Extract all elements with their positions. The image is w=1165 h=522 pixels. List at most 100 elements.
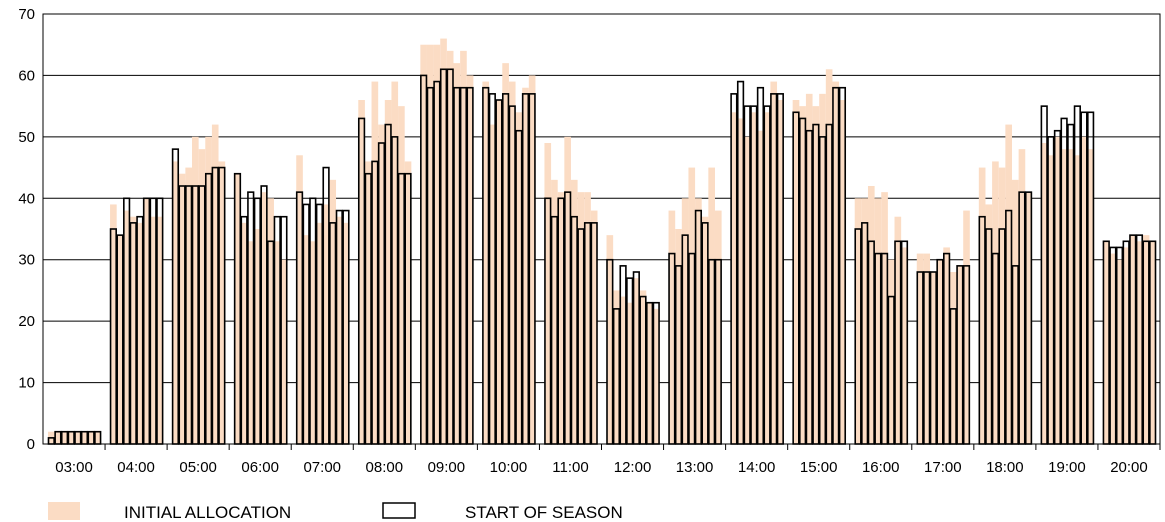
legend-label-start-of-season: START OF SEASON (465, 503, 623, 522)
initial-allocation-bar (502, 63, 509, 445)
initial-allocation-bar (81, 431, 88, 444)
initial-allocation-bar (192, 136, 199, 444)
initial-allocation-bar (453, 63, 461, 445)
y-tick-label: 20 (18, 313, 35, 330)
y-tick-label: 10 (18, 375, 35, 392)
x-tick-label: 05:00 (179, 459, 217, 476)
initial-allocation-bar (1074, 155, 1081, 445)
initial-allocation-bar (1109, 253, 1117, 444)
y-tick-label: 50 (18, 129, 35, 146)
initial-allocation-bar (923, 253, 931, 444)
initial-allocation-bar (1122, 247, 1130, 444)
initial-allocation-bar (433, 44, 441, 444)
initial-allocation-bar (839, 100, 846, 444)
x-axis-tick-labels: 03:00 04:00 05:00 06:00 07:00 08:00 09:00 10:00… (55, 444, 1161, 476)
gridlines (43, 13, 1160, 445)
initial-allocation-bar (489, 124, 496, 445)
initial-allocation-bar (584, 192, 591, 444)
initial-allocation-bar (544, 143, 552, 444)
initial-allocation-bar (67, 431, 75, 444)
initial-allocation-bar (404, 161, 412, 444)
initial-allocation-bar (590, 210, 598, 444)
initial-allocation-bar (398, 106, 405, 445)
y-axis-tick-labels: 0 10 20 30 40 50 60 70 (18, 6, 35, 453)
y-tick-label: 60 (18, 67, 35, 84)
initial-allocation-bar (799, 106, 806, 445)
initial-allocation-bar (528, 75, 536, 444)
legend: INITIAL ALLOCATION START OF SEASON (48, 502, 623, 522)
initial-allocation-bar (992, 161, 999, 444)
initial-allocation-bar (384, 100, 392, 444)
initial-allocation-bar (1080, 136, 1088, 444)
x-tick-label: 13:00 (676, 459, 714, 476)
y-tick-label: 70 (18, 6, 35, 23)
initial-allocation-bar (777, 100, 784, 444)
initial-allocation-bar (681, 198, 689, 444)
initial-allocation-bar (198, 149, 206, 444)
initial-allocation-bar (949, 272, 957, 444)
x-tick-label: 16:00 (862, 459, 900, 476)
initial-allocation-bar (1060, 149, 1068, 444)
initial-allocation-bar (695, 198, 702, 444)
x-tick-label: 20:00 (1110, 459, 1148, 476)
initial-allocation-bar (763, 112, 771, 445)
initial-allocation-bar (874, 198, 882, 444)
initial-allocation-bar (652, 308, 660, 444)
initial-allocation-bar (1047, 155, 1055, 445)
initial-allocation-bar (74, 431, 82, 444)
initial-allocation-bar (930, 272, 937, 444)
initial-allocation-bar (861, 198, 868, 444)
initial-allocation-bar (894, 216, 902, 444)
initial-allocation-bar (750, 112, 758, 445)
initial-allocation-bar (54, 431, 62, 444)
initial-allocation-bar (302, 235, 310, 444)
legend-label-initial-allocation: INITIAL ALLOCATION (124, 503, 291, 522)
initial-allocation-bar (613, 290, 620, 444)
initial-allocation-bar (1054, 136, 1061, 444)
x-tick-label: 04:00 (117, 459, 155, 476)
initial-allocation-bar (110, 204, 117, 444)
initial-allocation-bar (916, 253, 924, 444)
initial-allocation-bar (136, 222, 144, 444)
initial-allocation-bar (129, 216, 137, 444)
initial-allocation-bar (963, 210, 970, 444)
initial-allocation-bar (675, 229, 682, 444)
initial-allocation-bar (714, 210, 722, 444)
initial-allocation-bar (564, 136, 571, 444)
initial-allocation-bar (273, 241, 281, 444)
initial-allocation-bar (668, 210, 676, 444)
initial-allocation-bar (737, 118, 744, 444)
initial-allocation-bar (1149, 241, 1156, 444)
initial-allocation-bar (342, 222, 350, 444)
initial-allocation-bar (336, 216, 343, 444)
initial-allocation-bar (626, 302, 634, 444)
initial-allocation-bar (280, 259, 288, 444)
initial-allocation-bars (48, 38, 1156, 445)
initial-allocation-bar (260, 192, 268, 444)
y-tick-label: 40 (18, 190, 35, 207)
initial-allocation-bar (1136, 241, 1143, 444)
initial-allocation-bar (178, 173, 186, 444)
initial-allocation-bar (633, 278, 640, 444)
initial-allocation-bar (391, 81, 399, 445)
initial-allocation-bar (1067, 149, 1075, 444)
initial-allocation-bar (522, 87, 529, 444)
initial-allocation-bar (881, 192, 888, 444)
initial-allocation-bar (730, 112, 738, 445)
initial-allocation-bar (156, 216, 164, 444)
initial-allocation-bar (825, 69, 833, 445)
initial-allocation-bar (1129, 235, 1137, 444)
initial-allocation-bar (1018, 149, 1026, 444)
initial-allocation-bar (482, 81, 490, 445)
initial-allocation-bar (296, 155, 303, 445)
x-tick-label: 08:00 (366, 459, 404, 476)
x-tick-label: 12:00 (614, 459, 652, 476)
x-tick-label: 17:00 (924, 459, 962, 476)
y-tick-label: 0 (27, 436, 35, 453)
initial-allocation-bar (936, 259, 944, 444)
initial-allocation-bar (358, 100, 365, 444)
initial-allocation-bar (426, 44, 434, 444)
initial-allocation-bar (619, 296, 627, 444)
initial-allocation-bar (901, 247, 908, 444)
